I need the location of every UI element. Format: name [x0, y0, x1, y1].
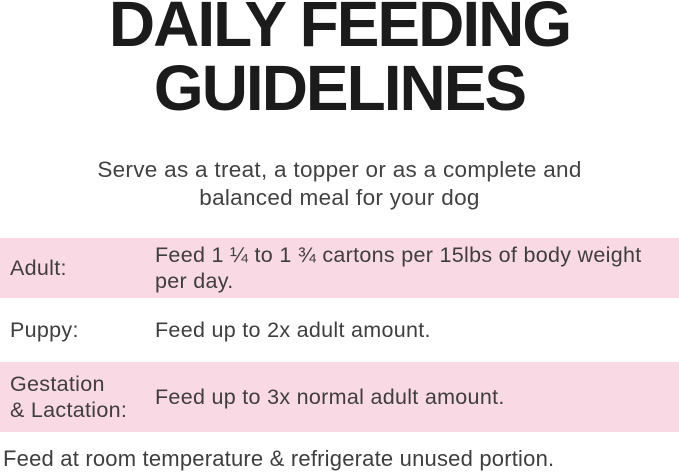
table-row-gestation-lactation: Gestation & Lactation: Feed up to 3x nor… [0, 362, 679, 432]
feeding-guidelines-table: Adult: Feed 1 ¼ to 1 ¾ cartons per 15lbs… [0, 238, 679, 432]
row-description-puppy: Feed up to 2x adult amount. [155, 318, 431, 342]
row-description-adult: Feed 1 ¼ to 1 ¾ cartons per 15lbs of bod… [155, 243, 642, 293]
table-row-adult: Adult: Feed 1 ¼ to 1 ¾ cartons per 15lbs… [0, 238, 679, 298]
row-label-adult: Adult: [10, 256, 67, 280]
row-label-gestation-lactation: Gestation & Lactation: [10, 372, 128, 422]
storage-instructions: Feed at room temperature & refrigerate u… [3, 446, 555, 471]
subtitle: Serve as a treat, a topper or as a compl… [97, 157, 582, 210]
row-label-puppy: Puppy: [10, 318, 79, 342]
page-title: DAILY FEEDING GUIDELINES [0, 0, 679, 120]
page-title-line-1: DAILY FEEDING [108, 0, 572, 60]
table-row-puppy: Puppy: Feed up to 2x adult amount. [0, 298, 679, 362]
page-title-line-2: GUIDELINES [153, 52, 527, 124]
row-description-gestation-lactation: Feed up to 3x normal adult amount. [155, 385, 505, 409]
